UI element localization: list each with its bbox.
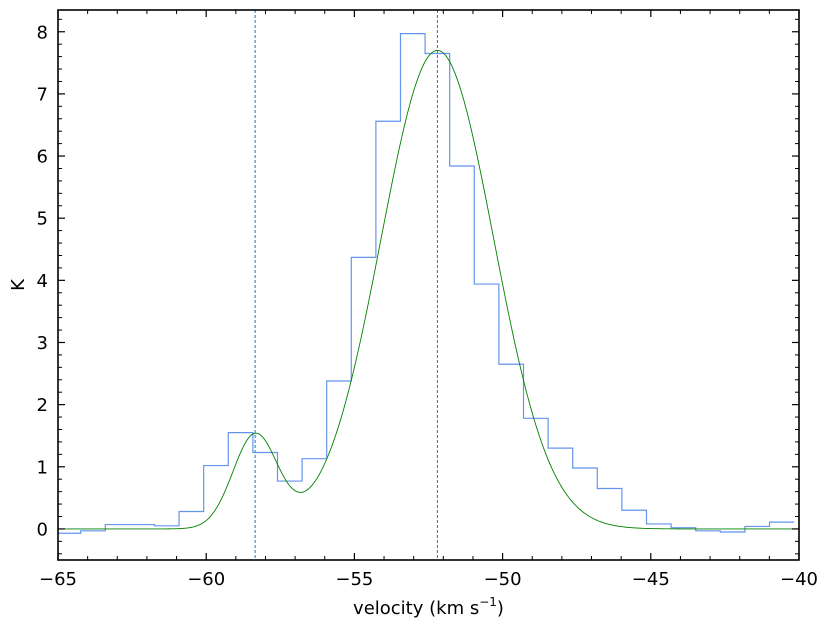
y-tick-label: 3 bbox=[37, 333, 48, 354]
y-tick-label: 0 bbox=[37, 519, 48, 540]
plot-area bbox=[58, 10, 799, 560]
x-tick-label: −65 bbox=[39, 569, 77, 590]
y-tick-label: 6 bbox=[37, 147, 48, 168]
plot-frame bbox=[57, 9, 800, 561]
gaussian-fit-line bbox=[58, 49, 799, 530]
x-axis-label: velocity (km s−1) bbox=[353, 595, 504, 619]
y-axis-label: K bbox=[8, 278, 29, 291]
x-axis-label-main: velocity (km s bbox=[353, 598, 479, 619]
x-tick-label: −45 bbox=[632, 569, 670, 590]
axis-ticks: −65 −60 −55 −50 −45 −40 0 1 2 3 4 5 6 7 8 bbox=[37, 10, 818, 590]
x-axis-label-exponent: −1 bbox=[479, 595, 497, 609]
x-axis-label-close: ) bbox=[497, 598, 504, 619]
spectrum-histogram-line bbox=[58, 33, 795, 534]
y-tick-label: 8 bbox=[37, 22, 48, 43]
y-tick-label: 4 bbox=[37, 271, 48, 292]
y-tick-label: 5 bbox=[37, 209, 48, 230]
y-tick-label: 7 bbox=[37, 84, 48, 105]
y-tick-label: 1 bbox=[37, 457, 48, 478]
x-tick-label: −40 bbox=[780, 569, 818, 590]
x-tick-label: −55 bbox=[335, 569, 373, 590]
y-tick-label: 2 bbox=[37, 395, 48, 416]
x-tick-label: −50 bbox=[484, 569, 522, 590]
x-tick-label: −60 bbox=[187, 569, 225, 590]
